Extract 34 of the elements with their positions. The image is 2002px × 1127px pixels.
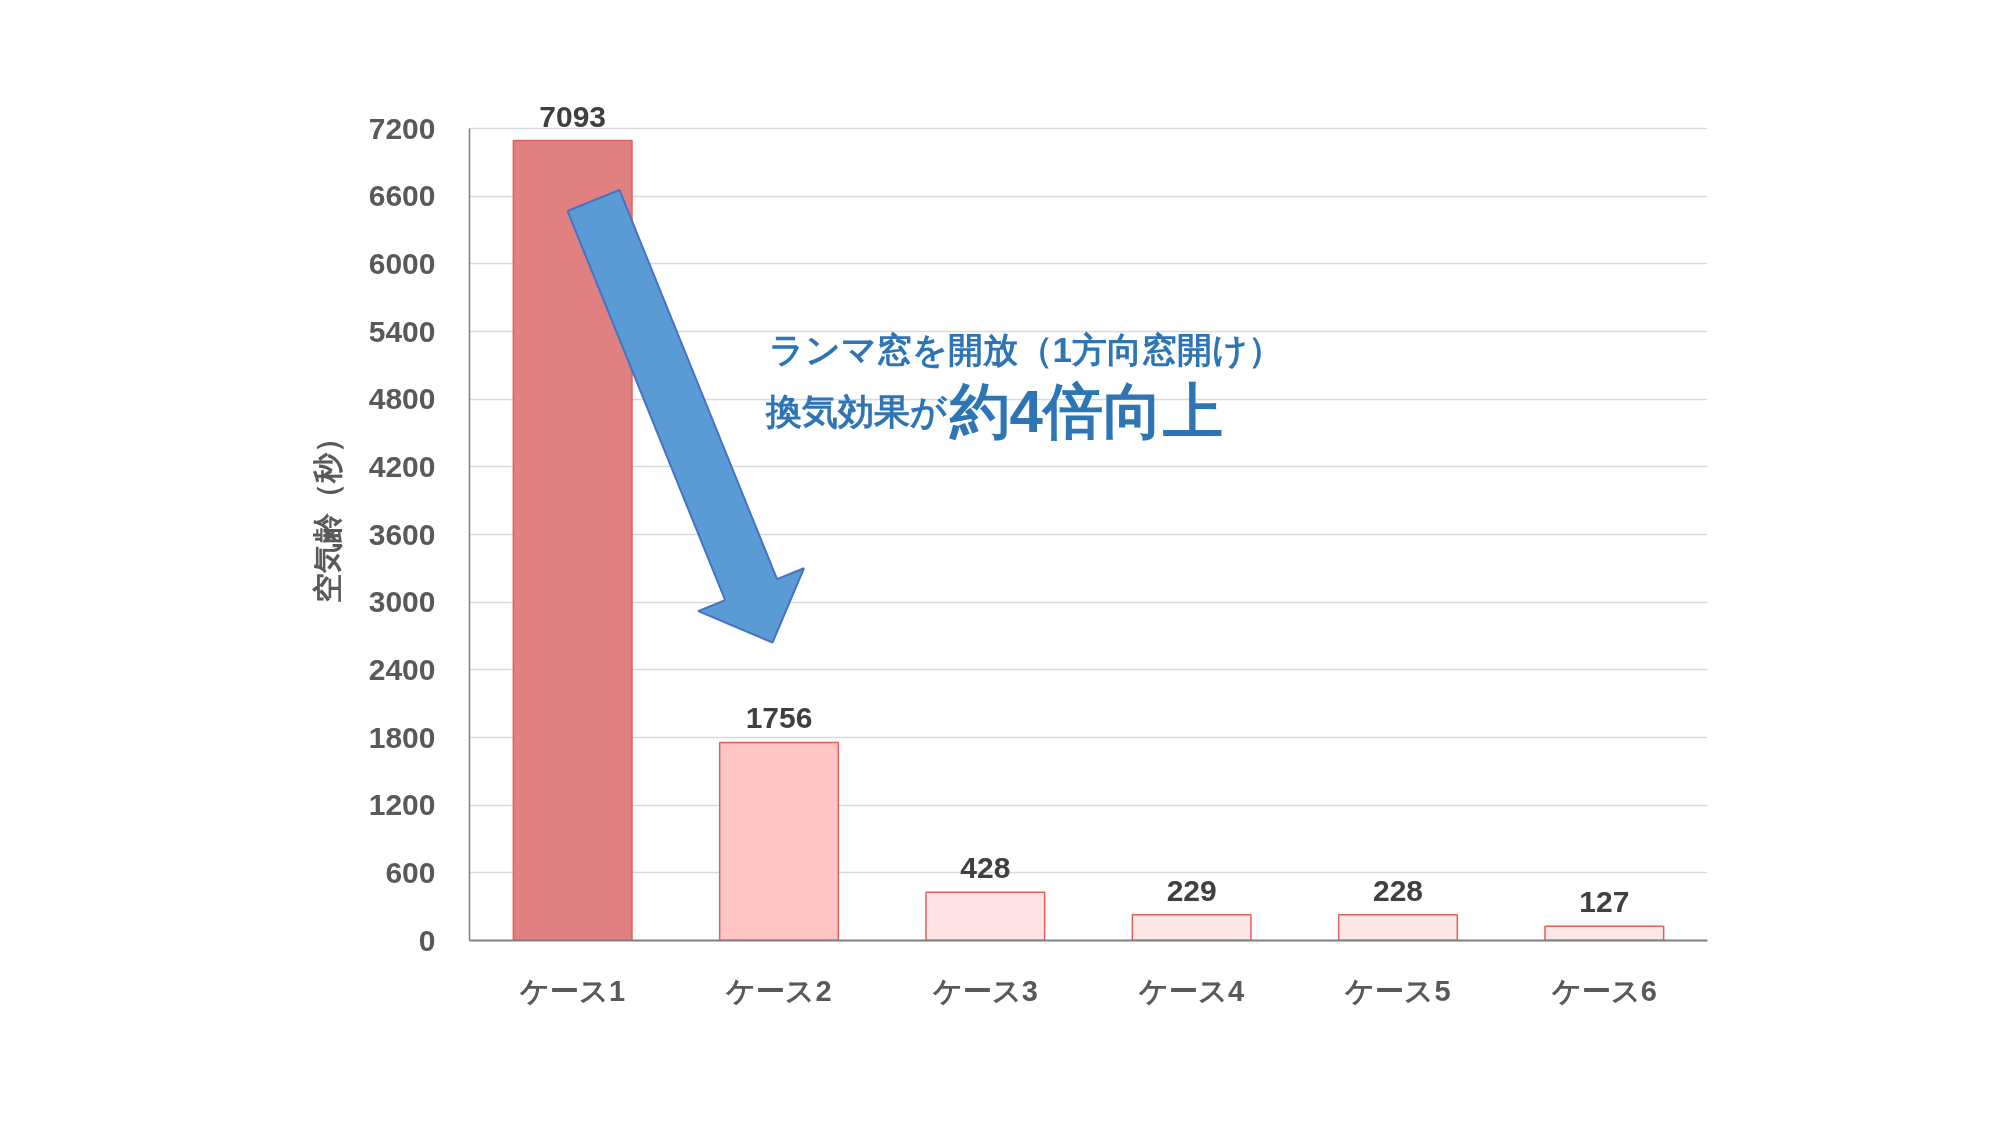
data-label: 229 (1166, 873, 1217, 907)
y-tick-label: 7200 (368, 111, 436, 145)
y-tick-label: 4800 (368, 382, 436, 416)
annotation: ランマ窓を開放（1方向窓開け） (768, 330, 1283, 370)
y-tick-label: 600 (385, 855, 436, 889)
data-label: 1756 (745, 701, 813, 735)
bar (718, 741, 840, 941)
y-axis-title: 空気齢（秒） (310, 422, 344, 603)
bar (925, 891, 1046, 941)
data-label: 428 (960, 851, 1011, 885)
bar (1544, 925, 1665, 941)
x-tick-label: ケース3 (931, 974, 1038, 1007)
x-tick-label: ケース1 (519, 974, 626, 1007)
annotation: 約4倍向上 (948, 378, 1223, 445)
y-tick-label: 6600 (368, 179, 436, 213)
y-tick-label: 1200 (368, 788, 436, 822)
bar (1131, 913, 1252, 941)
data-label: 7093 (539, 99, 607, 133)
data-label: 228 (1372, 873, 1424, 907)
y-tick-label: 3000 (368, 585, 436, 619)
x-tick-label: ケース5 (1344, 974, 1451, 1007)
y-tick-label: 0 (418, 923, 436, 957)
y-tick-label: 3600 (368, 517, 436, 551)
annotation: 換気効果が (764, 391, 948, 432)
y-tick-label: 1800 (368, 720, 436, 754)
x-tick-label: ケース2 (725, 974, 832, 1007)
bar (1337, 914, 1459, 941)
y-tick-label: 4200 (368, 449, 436, 483)
y-tick-label: 2400 (368, 652, 436, 686)
x-tick-label: ケース6 (1550, 974, 1657, 1007)
x-tick-label: ケース4 (1138, 974, 1245, 1007)
y-tick-label: 6000 (368, 246, 436, 280)
y-tick-label: 5400 (368, 314, 436, 348)
data-label: 127 (1579, 885, 1630, 919)
